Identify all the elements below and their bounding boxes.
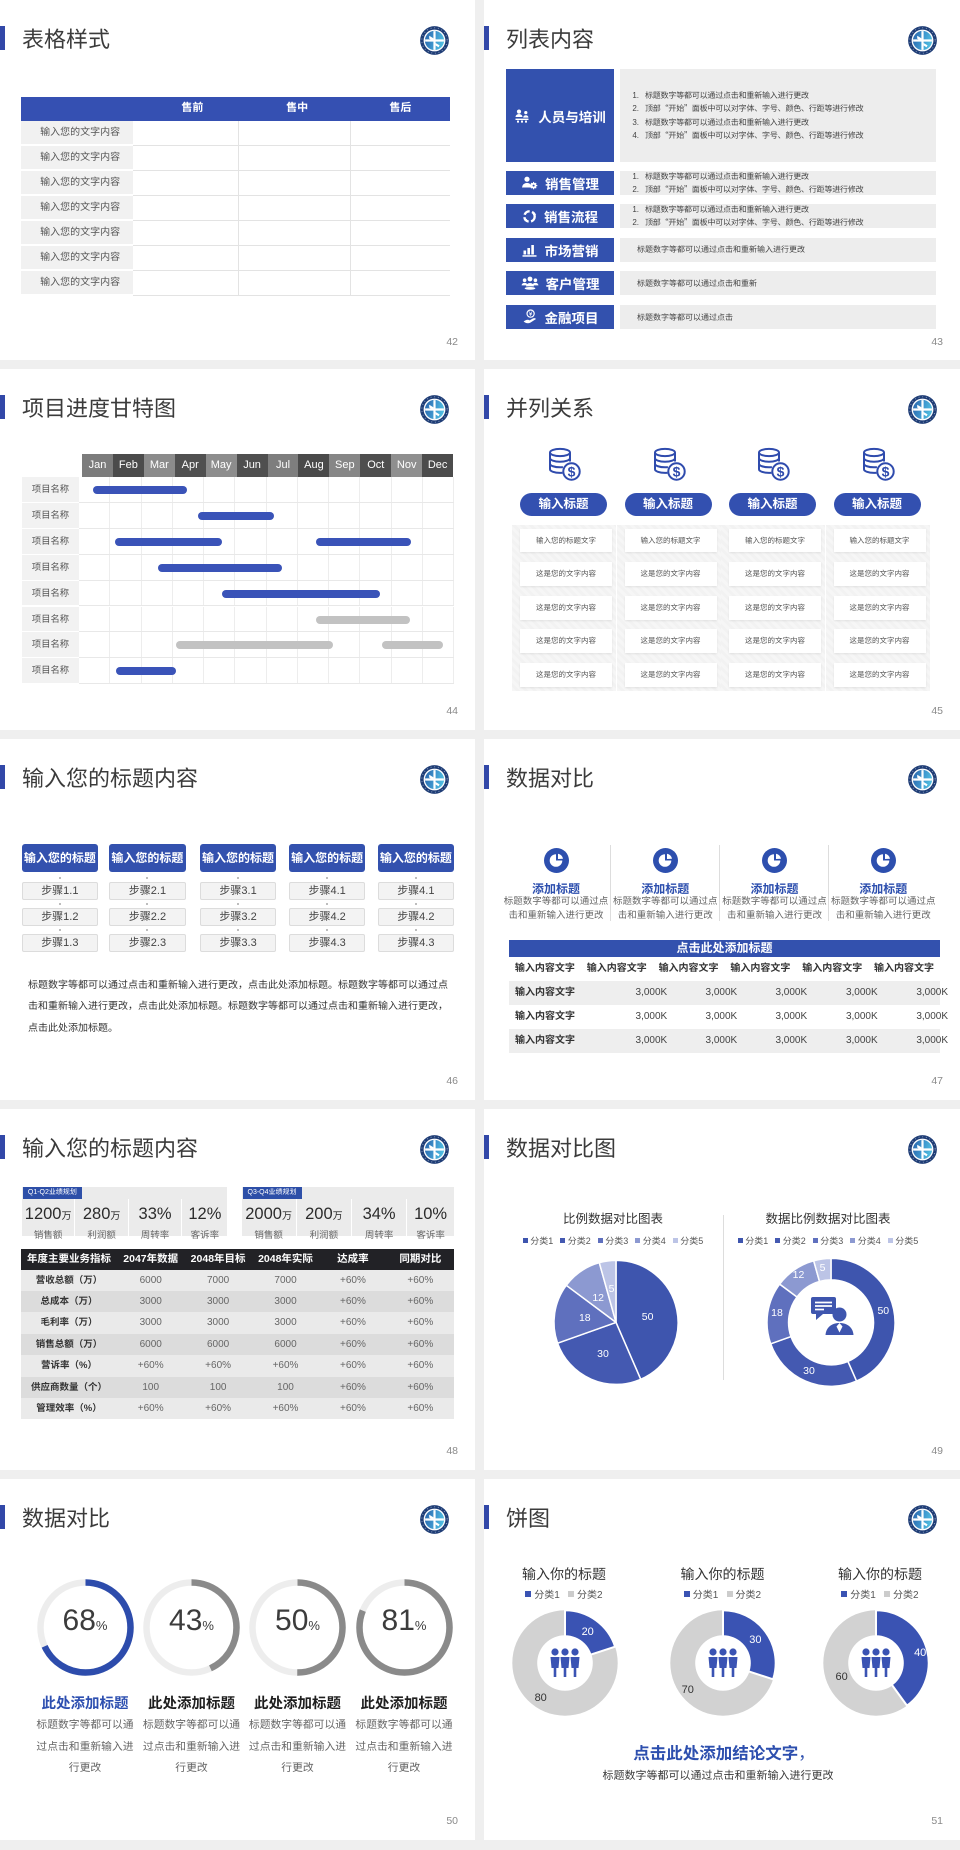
svg-text:¥: ¥ [528, 311, 532, 318]
svg-text:$: $ [881, 464, 889, 480]
svg-text:$: $ [672, 464, 680, 480]
svg-text:$: $ [777, 464, 785, 480]
svg-text:$: $ [568, 464, 576, 480]
